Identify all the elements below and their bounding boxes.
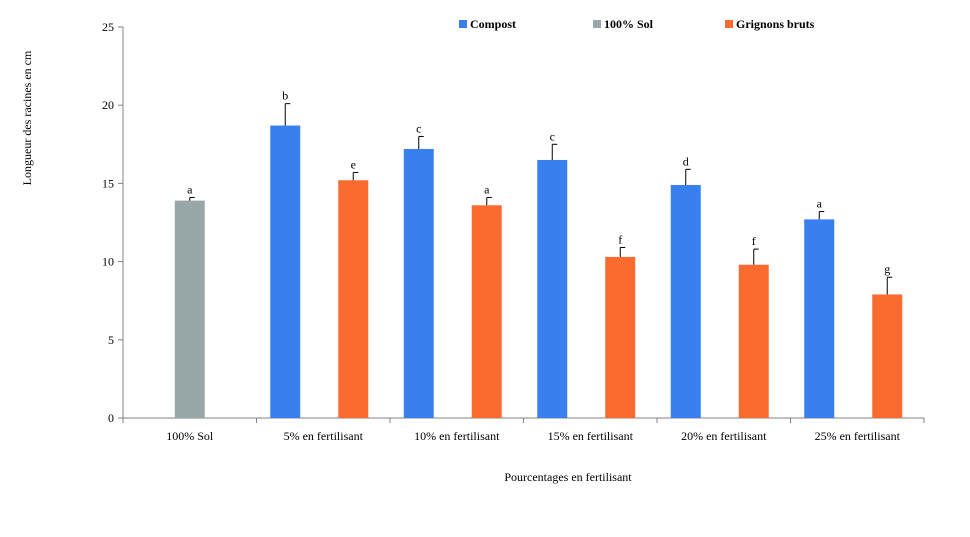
significance-letter: f bbox=[752, 234, 756, 248]
x-tick-label: 25% en fertilisant bbox=[815, 429, 901, 443]
significance-letter: e bbox=[351, 157, 356, 171]
significance-letter: a bbox=[484, 182, 490, 196]
x-ticks: 100% Sol 5% en fertilisant 10% en fertilis… bbox=[122, 418, 925, 443]
bar-grignons-bruts bbox=[605, 256, 636, 418]
bar-compost bbox=[670, 184, 701, 418]
legend-label: Compost bbox=[470, 17, 516, 31]
significance-letter: d bbox=[683, 154, 689, 168]
x-tick-label: 5% en fertilisant bbox=[284, 429, 364, 443]
y-axis-label: Longueur des racines en cm bbox=[20, 50, 34, 185]
bar-compost bbox=[804, 219, 835, 418]
bar-grignons-bruts bbox=[471, 205, 502, 418]
legend-label: 100% Sol bbox=[604, 17, 654, 31]
y-tick-label: 15 bbox=[102, 176, 114, 190]
x-axis-label: Pourcentages en fertilisant bbox=[504, 470, 632, 484]
bar-grignons-bruts bbox=[338, 180, 369, 418]
legend: Compost 100% Sol Grignons bruts bbox=[459, 17, 815, 31]
bar-compost bbox=[403, 148, 434, 418]
legend-swatch bbox=[593, 20, 601, 28]
bar-100-sol bbox=[174, 200, 205, 418]
bar-compost bbox=[537, 159, 568, 418]
bars: a b e c a c f d f a g bbox=[174, 89, 903, 419]
significance-letter: c bbox=[550, 129, 555, 143]
y-tick-label: 0 bbox=[108, 411, 114, 425]
significance-letter: a bbox=[187, 182, 193, 196]
x-tick-label: 10% en fertilisant bbox=[414, 429, 500, 443]
significance-letter: g bbox=[884, 262, 890, 276]
legend-swatch bbox=[459, 20, 467, 28]
y-tick-label: 20 bbox=[102, 98, 114, 112]
significance-letter: b bbox=[282, 89, 288, 103]
axes bbox=[122, 27, 924, 419]
significance-letter: a bbox=[817, 197, 823, 211]
legend-label: Grignons bruts bbox=[736, 17, 815, 31]
x-tick-label: 15% en fertilisant bbox=[548, 429, 634, 443]
y-ticks: 0 5 10 15 20 25 bbox=[102, 20, 123, 425]
y-tick-label: 10 bbox=[102, 255, 114, 269]
significance-letter: c bbox=[416, 121, 421, 135]
y-tick-label: 5 bbox=[108, 333, 114, 347]
bar-grignons-bruts bbox=[738, 264, 769, 418]
bar-grignons-bruts bbox=[872, 294, 903, 418]
legend-swatch bbox=[725, 20, 733, 28]
x-tick-label: 20% en fertilisant bbox=[681, 429, 767, 443]
significance-letter: f bbox=[618, 233, 622, 247]
y-tick-label: 25 bbox=[102, 20, 114, 34]
bar-compost bbox=[270, 125, 301, 419]
x-tick-label: 100% Sol bbox=[166, 429, 214, 443]
